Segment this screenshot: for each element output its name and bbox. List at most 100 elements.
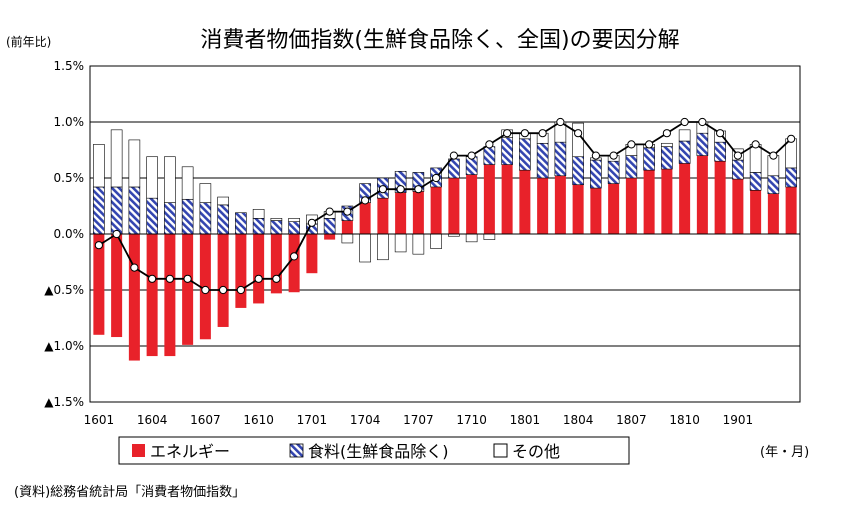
energy-bar — [324, 234, 336, 240]
energy-bar — [537, 178, 549, 234]
x-tick-label: 1601 — [84, 413, 115, 427]
energy-bar — [554, 175, 566, 234]
other-bar — [661, 142, 673, 147]
legend-label: 食料(生鮮食品除く) — [308, 442, 449, 461]
x-tick-label: 1604 — [137, 413, 168, 427]
energy-bar — [625, 178, 637, 234]
energy-bar — [483, 164, 495, 234]
other-bar — [465, 233, 478, 243]
other-bar — [252, 209, 265, 219]
y-tick-label: 1.5% — [54, 59, 85, 73]
other-bar — [128, 139, 141, 188]
other-bar — [430, 233, 442, 249]
legend-box — [118, 436, 630, 465]
total-point — [361, 196, 370, 205]
other-bar — [678, 129, 691, 142]
total-point — [698, 117, 707, 127]
x-tick-label: 1901 — [723, 413, 754, 427]
total-point — [449, 151, 458, 160]
energy-bar — [590, 188, 602, 234]
y-tick-label: ▲1.5% — [44, 395, 84, 409]
food-bar — [536, 142, 549, 179]
energy-bar — [341, 220, 353, 234]
energy-bar — [643, 170, 655, 234]
total-point — [467, 151, 476, 160]
total-point — [574, 129, 583, 138]
total-point — [645, 140, 654, 149]
total-point — [485, 140, 494, 149]
energy-bar — [146, 234, 158, 357]
energy-bar — [217, 234, 229, 327]
energy-bar — [359, 202, 371, 234]
total-point — [503, 129, 512, 138]
total-line — [98, 120, 792, 291]
energy-bar — [164, 234, 176, 357]
total-point — [130, 263, 139, 272]
x-tick-label: 1810 — [669, 413, 700, 427]
other-bar — [359, 233, 371, 263]
other-bar — [270, 218, 283, 221]
x-tick-label: 1707 — [403, 413, 434, 427]
food-bar — [643, 147, 655, 171]
food-bar — [110, 186, 123, 235]
food-bar — [714, 141, 726, 162]
total-point — [236, 285, 245, 295]
energy-bar — [661, 169, 673, 234]
x-tick-label: 1807 — [616, 413, 647, 427]
energy-bar — [696, 155, 708, 234]
food-bar — [785, 167, 797, 188]
energy-bar — [519, 170, 531, 234]
other-bar — [93, 144, 105, 188]
food-bar — [749, 172, 762, 191]
energy-bar — [128, 234, 140, 361]
energy-bar — [679, 163, 691, 234]
food-bar — [128, 186, 141, 235]
other-bar — [341, 233, 354, 244]
food-bar — [572, 156, 584, 186]
total-point — [219, 285, 228, 295]
energy-bar — [412, 191, 424, 234]
food-bar — [519, 138, 531, 171]
total-point — [591, 151, 600, 160]
plot-area: 1.5% 1.0% 0.5% 0.0% ▲0.5% ▲1.0% ▲1.5%1601 1604 1… — [44, 59, 801, 427]
legend-swatch-energy — [132, 444, 145, 457]
total-point — [733, 151, 742, 160]
total-point — [520, 129, 529, 138]
x-tick-label: 1610 — [243, 413, 274, 427]
x-tick-label: 1701 — [297, 413, 328, 427]
other-bar — [288, 218, 300, 222]
y-tick-label: 0.0% — [54, 227, 85, 241]
total-point — [716, 129, 725, 138]
other-bar — [377, 233, 389, 261]
energy-bar — [111, 234, 123, 338]
energy-bar — [767, 193, 779, 234]
legend-label: エネルギー — [150, 442, 230, 461]
total-point — [307, 218, 316, 227]
x-tick-label: 1710 — [456, 413, 487, 427]
total-point — [94, 241, 103, 250]
food-bar — [625, 155, 638, 179]
y-tick-label: 1.0% — [54, 115, 85, 129]
total-point — [769, 151, 778, 160]
y-tick-label: ▲0.5% — [44, 283, 84, 297]
food-bar — [235, 212, 247, 235]
total-point — [662, 129, 671, 138]
other-bar — [412, 233, 425, 255]
food-bar — [323, 218, 336, 235]
energy-bar — [270, 234, 282, 294]
total-point — [538, 129, 547, 138]
energy-bar — [466, 174, 478, 234]
energy-bar — [253, 234, 265, 304]
y-axis-unit: (前年比) — [6, 34, 51, 49]
total-point — [396, 185, 405, 194]
energy-bar — [714, 161, 726, 234]
food-bar — [288, 221, 300, 235]
food-bar — [607, 160, 620, 184]
energy-bar — [608, 183, 620, 234]
energy-bar — [182, 234, 194, 345]
energy-bar — [448, 178, 460, 234]
legend-swatch-food — [289, 443, 304, 458]
other-bar — [572, 122, 584, 158]
food-bar — [217, 204, 229, 235]
food-bar — [678, 140, 691, 164]
